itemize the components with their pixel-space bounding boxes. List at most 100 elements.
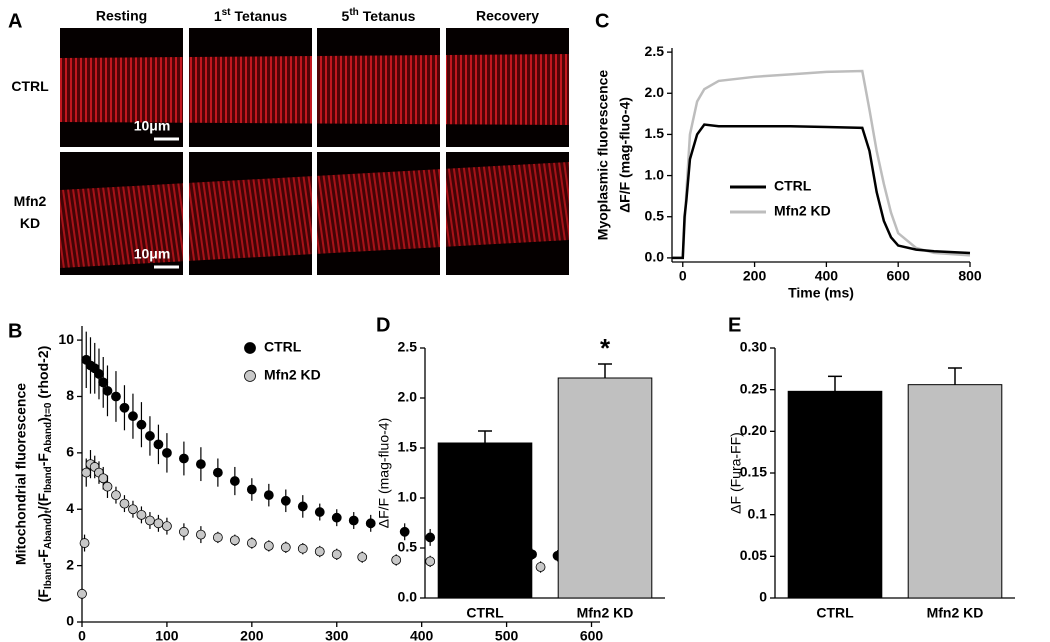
header-number: 5 [342, 8, 350, 24]
y-tick-label: 2.0 [398, 389, 418, 405]
data-point [153, 518, 164, 529]
panel-a: A Resting 1st Tetanus 5th Tetanus RecoveryCTR… [8, 7, 569, 275]
header-word: Tetanus [235, 8, 288, 24]
data-point [425, 556, 436, 567]
y-tick-label: 10 [58, 331, 74, 347]
data-point [119, 498, 130, 509]
data-point [136, 509, 147, 520]
data-point [195, 529, 206, 540]
y-tick-label: 1.0 [398, 489, 418, 505]
legend-label: Mfn2 KD [264, 367, 321, 383]
data-point [297, 543, 308, 554]
legend-label: Mfn2 KD [774, 203, 831, 219]
data-point [263, 490, 274, 501]
x-tick-label: 100 [155, 628, 179, 642]
data-point [77, 588, 87, 599]
data-point [145, 431, 155, 441]
chart: B02468100100200300400500600Time (sec)Mit… [8, 320, 603, 642]
data-point [153, 439, 164, 450]
data-line [672, 69, 971, 260]
x-tick-label: Mfn2 KD [577, 605, 634, 621]
y-tick-label: 2 [66, 556, 74, 572]
significance-mark: * [600, 333, 611, 363]
y-tick-label: 0.5 [398, 539, 418, 555]
formula-text: (rhod-2) [35, 346, 51, 403]
header-suffix: st [222, 7, 232, 18]
muscle-fiber [317, 55, 440, 125]
x-tick-label: 0 [78, 628, 86, 642]
x-tick-label: 400 [815, 268, 839, 284]
data-point [314, 546, 325, 557]
data-point [246, 484, 257, 495]
x-tick-label: 600 [580, 628, 604, 642]
formula-text: ) [35, 513, 51, 518]
data-point [195, 459, 206, 470]
data-point [348, 515, 359, 526]
x-axis-label: Time (ms) [788, 285, 854, 301]
formula-subscript: t=0 [43, 402, 54, 417]
panel-letter: B [8, 320, 22, 342]
y-tick-label: 0.0 [398, 589, 418, 605]
muscle-fiber [189, 176, 312, 261]
y-tick-label: 0.1 [748, 505, 768, 521]
scale-bar-label: 10μm [134, 246, 171, 262]
legend-marker [244, 370, 256, 382]
formula-text: (F [35, 589, 51, 603]
data-point [128, 504, 138, 515]
bar [437, 442, 533, 599]
data-point [179, 526, 189, 537]
legend-label: CTRL [774, 178, 812, 194]
data-point [365, 518, 376, 529]
data-point [229, 535, 240, 546]
y-axis-label: ΔF (Fura-FF) [728, 432, 744, 514]
data-point [162, 447, 172, 458]
panel-letter: A [8, 10, 22, 32]
panel-letter: E [728, 314, 741, 336]
chart: C 0.0 0.5 1.0 1.5 2.0 2.5 0 200 400 600 800 Time (ms… [595, 10, 982, 300]
x-tick-label: 0 [679, 268, 687, 284]
formula-subscript: Aband [43, 422, 54, 453]
x-tick-label: 200 [240, 628, 264, 642]
data-point [212, 532, 223, 543]
data-point [535, 562, 546, 572]
muscle-fiber [189, 56, 312, 124]
chart: E 0 0.05 0.1 0.15 0.20 0.25 0.30 ΔF (Fura-FF) CTR… [728, 314, 1015, 621]
y-tick-label: 1.5 [398, 439, 418, 455]
y-tick-label: 0.05 [740, 547, 767, 563]
data-point [119, 402, 130, 413]
y-tick-label: 1.0 [645, 166, 665, 182]
data-point [331, 512, 342, 523]
x-tick-label: Mfn2 KD [927, 605, 984, 621]
x-tick-label: 300 [325, 628, 349, 642]
data-point [212, 467, 223, 478]
scale-bar-label: 10μm [134, 118, 171, 134]
x-tick-label: 400 [410, 628, 434, 642]
y-tick-label: 0.30 [740, 339, 767, 355]
y-tick-label: 4 [66, 500, 74, 516]
y-axis-formula: (FIband-FAband)t/(FIband-FAband)t=0 (rho… [35, 346, 54, 603]
column-header: Resting [96, 8, 147, 24]
data-point [98, 473, 109, 484]
y-axis-label: ΔF/F (mag-fluo-4) [617, 97, 633, 213]
y-axis-label: ΔF/F (mag-fluo-4) [376, 418, 392, 528]
y-tick-label: 0.25 [740, 380, 767, 396]
y-axis-label: Myoplasmic fluorescence [595, 70, 611, 241]
data-point [111, 490, 121, 501]
y-tick-label: 2.5 [398, 339, 418, 355]
formula-text: -F [35, 549, 51, 563]
data-point [162, 521, 172, 532]
x-tick-label: 600 [887, 268, 911, 284]
muscle-fiber [446, 162, 569, 247]
y-tick-label: 0.15 [740, 464, 767, 480]
header-number: 1 [214, 8, 222, 24]
data-point [179, 453, 189, 464]
column-header: 5th Tetanus [342, 7, 416, 24]
chart: D 0.0 0.5 1.0 1.5 2.0 2.5 ΔF/F (mag-fluo-4) CTRL… [376, 314, 665, 621]
y-axis-label: Mitochondrial fluorescence [13, 383, 29, 565]
formula-text: -F [35, 453, 51, 467]
data-point [263, 540, 274, 551]
column-header: Recovery [476, 8, 539, 24]
data-point [98, 377, 109, 388]
header-suffix: th [349, 7, 358, 18]
